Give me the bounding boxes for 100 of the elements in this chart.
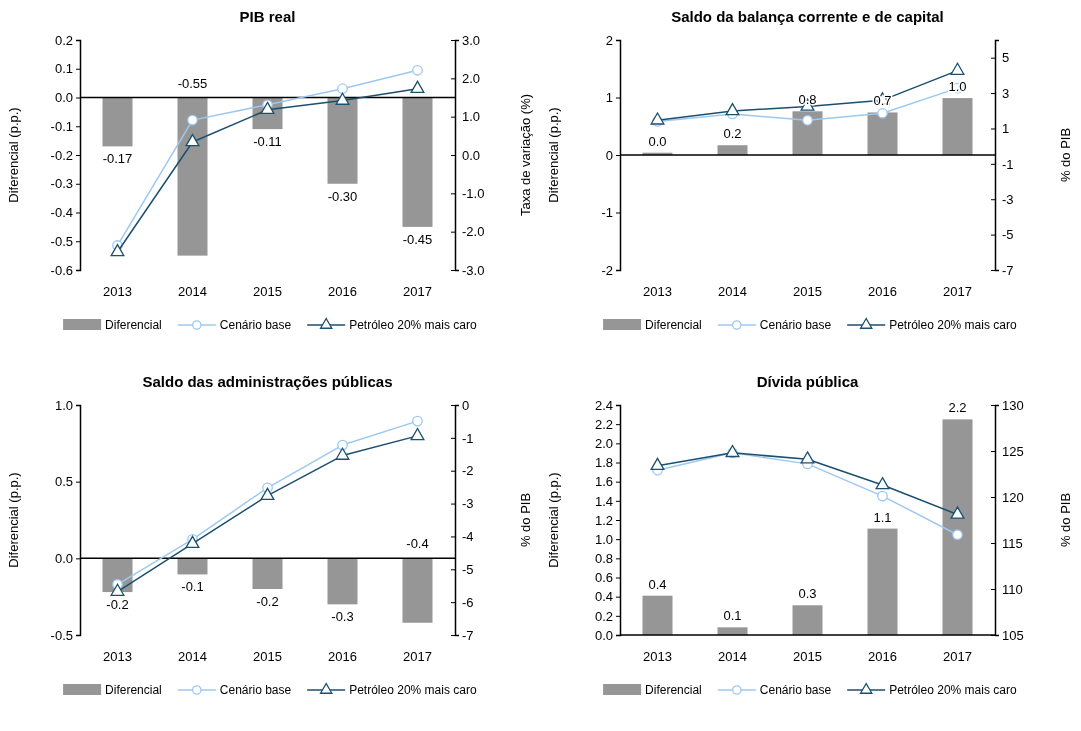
y-tick-label: 0.8 [594, 550, 613, 566]
legend-label: Diferencial [645, 683, 702, 697]
x-tick-label: 2013 [643, 284, 672, 299]
y2-axis-title: Taxa de variação (%) [518, 93, 533, 217]
y-tick-label: 1.6 [594, 474, 613, 490]
y2-tick-label: -7 [1002, 262, 1014, 278]
y2-tick-label: 105 [1002, 627, 1024, 643]
chart-title: Saldo da balança corrente e de capital [671, 8, 944, 25]
x-tick-label: 2016 [328, 649, 357, 664]
y-tick-label: 0.0 [594, 627, 613, 643]
y-tick-label: 0.0 [54, 550, 73, 566]
data-label: -0.1 [181, 579, 204, 595]
y-tick-label: 0.6 [594, 570, 613, 586]
y2-tick-label: 5 [1002, 50, 1010, 66]
y2-tick-label: 115 [1002, 535, 1023, 551]
y2-tick-label: 110 [1002, 581, 1023, 597]
y2-tick-label: 120 [1002, 489, 1024, 505]
x-tick-label: 2014 [718, 649, 747, 664]
y-tick-label: -0.5 [50, 233, 73, 249]
y2-tick-label: -1.0 [462, 185, 485, 201]
legend-label: Diferencial [645, 318, 702, 332]
x-tick-label: 2013 [103, 284, 132, 299]
y-axis-title: Diferencial (p.p.) [6, 107, 21, 203]
y-tick-label: -0.4 [50, 205, 73, 221]
y2-axis-title: % do PIB [1058, 127, 1073, 183]
y-tick-label: 1.0 [594, 531, 613, 547]
y-tick-label: 0.2 [54, 32, 73, 48]
y2-tick-label: 2.0 [462, 70, 481, 86]
y2-tick-label: 1 [1002, 121, 1010, 137]
y-tick-label: -1 [601, 205, 613, 221]
x-tick-label: 2017 [403, 284, 432, 299]
legend-label: Cenário base [759, 683, 832, 697]
y2-tick-label: 130 [1002, 397, 1024, 413]
y2-tick-label: -5 [462, 561, 474, 577]
y-tick-label: -0.6 [50, 262, 73, 278]
x-tick-label: 2016 [328, 284, 357, 299]
y-tick-label: 1.8 [594, 455, 613, 471]
y2-tick-label: -7 [462, 627, 474, 643]
legend-label: Petróleo 20% mais caro [889, 318, 1017, 332]
y-tick-label: -0.1 [50, 118, 73, 134]
x-tick-label: 2015 [793, 284, 822, 299]
legend-label: Cenário base [219, 683, 292, 697]
y2-tick-label: 3.0 [462, 32, 481, 48]
y-tick-label: 1.0 [54, 397, 73, 413]
y2-tick-label: -6 [462, 594, 474, 610]
x-tick-label: 2014 [718, 284, 747, 299]
legend-label: Petróleo 20% mais caro [349, 318, 477, 332]
data-label: -0.2 [256, 594, 279, 609]
x-tick-label: 2014 [178, 284, 207, 299]
y2-tick-label: -1 [462, 430, 474, 446]
data-label: -0.3 [331, 609, 354, 625]
legend-label: Petróleo 20% mais caro [349, 683, 477, 697]
data-label: 0.4 [648, 576, 667, 592]
y-tick-label: -0.3 [50, 176, 73, 192]
y2-tick-label: 0 [462, 397, 470, 413]
chart-title: Dívida pública [756, 373, 859, 390]
legend-label: Cenário base [219, 318, 292, 332]
x-tick-label: 2015 [253, 284, 282, 299]
x-tick-label: 2013 [103, 649, 132, 664]
data-label: 1.0 [948, 79, 967, 95]
y2-tick-label: -2.0 [462, 224, 485, 240]
y-axis-title: Diferencial (p.p.) [546, 472, 561, 568]
y2-tick-label: -3.0 [462, 262, 485, 278]
data-label: 0.0 [648, 133, 667, 149]
y-tick-label: 0.1 [54, 61, 73, 77]
y2-tick-label: -4 [462, 529, 474, 545]
x-tick-label: 2017 [943, 284, 972, 299]
y2-axis-title: % do PIB [1058, 492, 1073, 548]
data-label: -0.11 [253, 134, 282, 150]
y-tick-label: 0.4 [594, 589, 613, 605]
y2-tick-label: -3 [462, 496, 474, 512]
y-tick-label: 0 [605, 147, 613, 163]
data-label: 1.1 [873, 509, 892, 525]
y2-tick-label: -1 [1002, 156, 1014, 172]
y2-tick-label: -5 [1002, 227, 1014, 243]
data-label: -0.4 [406, 536, 429, 552]
data-label: -0.17 [102, 151, 133, 167]
data-label: -0.2 [106, 597, 129, 613]
legend-label: Cenário base [759, 318, 832, 332]
legend-label: Diferencial [105, 683, 162, 697]
y-tick-label: 1 [605, 90, 613, 106]
y-tick-label: 1.4 [594, 493, 613, 509]
x-tick-label: 2017 [403, 649, 432, 664]
y-tick-label: 2.2 [594, 416, 613, 432]
data-label: -0.45 [402, 231, 433, 247]
x-tick-label: 2015 [253, 649, 282, 664]
y-tick-label: 0.0 [54, 90, 73, 106]
y2-tick-label: 3 [1002, 85, 1010, 101]
y2-tick-label: -3 [1002, 191, 1014, 207]
y2-tick-label: 1.0 [462, 109, 481, 125]
chart-title: Saldo das administrações públicas [142, 373, 393, 390]
y-axis-title: Diferencial (p.p.) [6, 472, 21, 568]
data-label: 2.2 [948, 400, 967, 416]
y-tick-label: -0.5 [50, 627, 73, 643]
data-label: -0.30 [327, 188, 358, 204]
y-tick-label: 2 [605, 32, 613, 48]
data-label: 0.8 [798, 92, 817, 108]
y2-tick-label: 125 [1002, 443, 1024, 459]
data-label: 0.3 [798, 586, 817, 602]
legend-label: Diferencial [105, 318, 162, 332]
